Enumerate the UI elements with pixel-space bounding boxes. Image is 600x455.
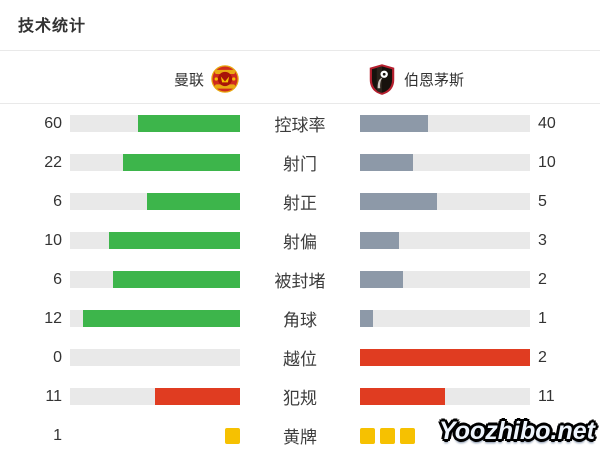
stat-label: 被封堵: [274, 272, 326, 291]
home-bar-fill: [123, 154, 240, 171]
away-value: 10: [538, 153, 556, 171]
yellow-card-icon: [360, 427, 375, 444]
home-cards: [70, 427, 240, 444]
stat-label: 控球率: [274, 116, 326, 135]
away-bar: [360, 310, 530, 327]
away-bar: [360, 115, 530, 132]
home-team-name: 曼联: [173, 71, 204, 89]
home-bar: [70, 115, 240, 132]
home-value: 11: [45, 387, 62, 405]
home-bar: [70, 271, 240, 288]
team-home: 曼联: [0, 56, 300, 102]
yellow-card-icon: [400, 427, 415, 444]
away-value: 11: [538, 387, 555, 405]
home-value: 22: [44, 153, 62, 171]
yellow-card-icon: [225, 427, 240, 444]
teams-header: 曼联 伯恩茅斯: [0, 56, 600, 102]
away-bar: [360, 271, 530, 288]
stat-label: 越位: [283, 350, 317, 369]
home-bar: [70, 310, 240, 327]
away-bar-fill: [360, 232, 400, 249]
stat-row: 0 越位 2: [0, 338, 600, 377]
stat-label: 射偏: [283, 233, 317, 252]
home-value: 12: [44, 309, 62, 327]
away-cards: [360, 427, 530, 444]
away-bar: [360, 232, 530, 249]
stat-row: 1 黄牌: [0, 416, 600, 455]
stat-label: 黄牌: [283, 428, 317, 447]
away-bar-fill: [360, 388, 445, 405]
home-bar-fill: [112, 271, 240, 288]
away-bar-fill: [360, 271, 403, 288]
home-bar: [70, 349, 240, 366]
away-value: 2: [538, 270, 547, 288]
home-bar: [70, 193, 240, 210]
home-bar-fill: [138, 115, 240, 132]
manchester-united-crest-icon: [210, 62, 240, 96]
home-value: 6: [53, 270, 62, 288]
home-bar-fill: [147, 193, 240, 210]
away-bar-fill: [360, 349, 530, 366]
stat-row: 6 被封堵 2: [0, 260, 600, 299]
stat-row: 10 射偏 3: [0, 221, 600, 260]
away-value: 1: [538, 309, 547, 327]
stat-label: 射正: [283, 194, 317, 213]
stat-label: 射门: [283, 155, 317, 174]
away-bar: [360, 388, 530, 405]
page-title: 技术统计: [18, 18, 87, 35]
stat-label: 角球: [283, 311, 317, 330]
stats-rows: 60 控球率 40 22 射门 10 6 射正 5 10 射偏 3 6 被封堵 2 12 角球 1 0 越位 2 11 犯规…: [0, 104, 600, 455]
watermark: Yoozhibo.net: [439, 417, 595, 445]
home-value: 60: [44, 114, 62, 132]
stat-label: 犯规: [283, 389, 317, 408]
away-value: 2: [538, 348, 547, 366]
stat-row: 6 射正 5: [0, 182, 600, 221]
stat-row: 22 射门 10: [0, 143, 600, 182]
home-value: 10: [44, 231, 62, 249]
away-bar: [360, 427, 530, 444]
home-bar: [70, 154, 240, 171]
home-bar-fill: [83, 310, 240, 327]
home-bar: [70, 388, 240, 405]
away-bar: [360, 349, 530, 366]
away-bar-fill: [360, 310, 374, 327]
away-bar-fill: [360, 193, 438, 210]
stat-row: 60 控球率 40: [0, 104, 600, 143]
away-bar: [360, 154, 530, 171]
team-away: 伯恩茅斯: [300, 56, 600, 102]
bournemouth-crest-icon: [367, 62, 397, 96]
away-value: 3: [538, 231, 547, 249]
home-bar: [70, 232, 240, 249]
away-value: 5: [538, 192, 547, 210]
divider-top: [0, 50, 600, 51]
home-bar-fill: [155, 388, 240, 405]
divider-header: [0, 103, 600, 104]
home-value: 1: [53, 426, 62, 444]
yellow-card-icon: [380, 427, 395, 444]
away-bar-fill: [360, 115, 428, 132]
away-team-name: 伯恩茅斯: [404, 71, 465, 89]
stat-row: 11 犯规 11: [0, 377, 600, 416]
home-value: 0: [53, 348, 62, 366]
away-bar: [360, 193, 530, 210]
away-bar-fill: [360, 154, 414, 171]
home-bar-fill: [109, 232, 240, 249]
home-value: 6: [53, 192, 62, 210]
stat-row: 12 角球 1: [0, 299, 600, 338]
away-value: 40: [538, 114, 556, 132]
home-bar: [70, 427, 240, 444]
